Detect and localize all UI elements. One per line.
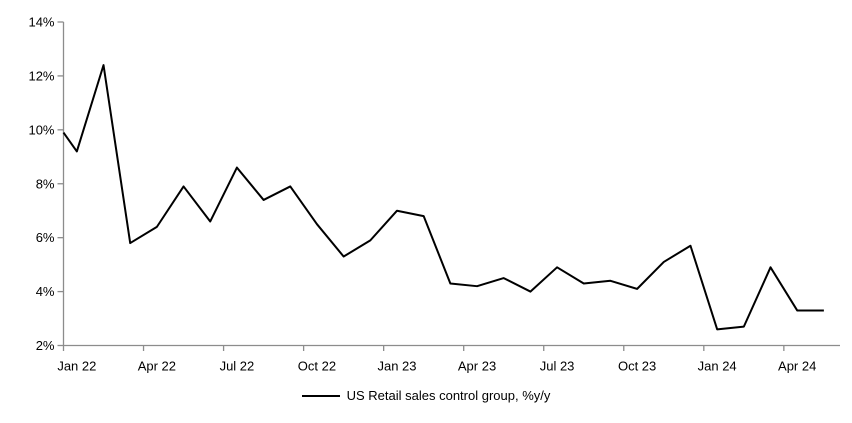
x-axis-tick-label: Apr 23 (458, 359, 496, 374)
x-axis-tick-label: Apr 22 (138, 359, 176, 374)
y-axis-tick-label: 4% (36, 284, 55, 299)
x-axis-tick-label: Oct 22 (298, 359, 336, 374)
x-axis-tick-label: Jul 23 (540, 359, 575, 374)
line-chart: 2% 4% 6% 8% 10% 12% 14% Jan 22 Apr 22 Jul 22 Oct 2… (28, 15, 840, 374)
legend-label: US Retail sales control group, %y/y (346, 388, 551, 403)
y-axis-tick-label: 14% (28, 15, 54, 30)
legend: US Retail sales control group, %y/y (0, 388, 852, 403)
y-axis-tick-label: 10% (28, 122, 54, 137)
y-axis-tick-label: 2% (36, 338, 55, 353)
x-axis-tick-label: Jan 24 (698, 359, 737, 374)
x-axis-tick-label: Jan 23 (377, 359, 416, 374)
x-axis-tick-label: Apr 24 (778, 359, 816, 374)
y-axis-tick-label: 12% (28, 68, 54, 83)
x-axis-tick-label: Oct 23 (618, 359, 656, 374)
y-axis-tick-label: 6% (36, 230, 55, 245)
series-line (62, 64, 824, 331)
x-axis-tick-label: Jul 22 (220, 359, 255, 374)
x-axis-tick-label: Jan 22 (57, 359, 96, 374)
legend-line-icon (301, 394, 340, 397)
y-axis-tick-label: 8% (36, 176, 55, 191)
